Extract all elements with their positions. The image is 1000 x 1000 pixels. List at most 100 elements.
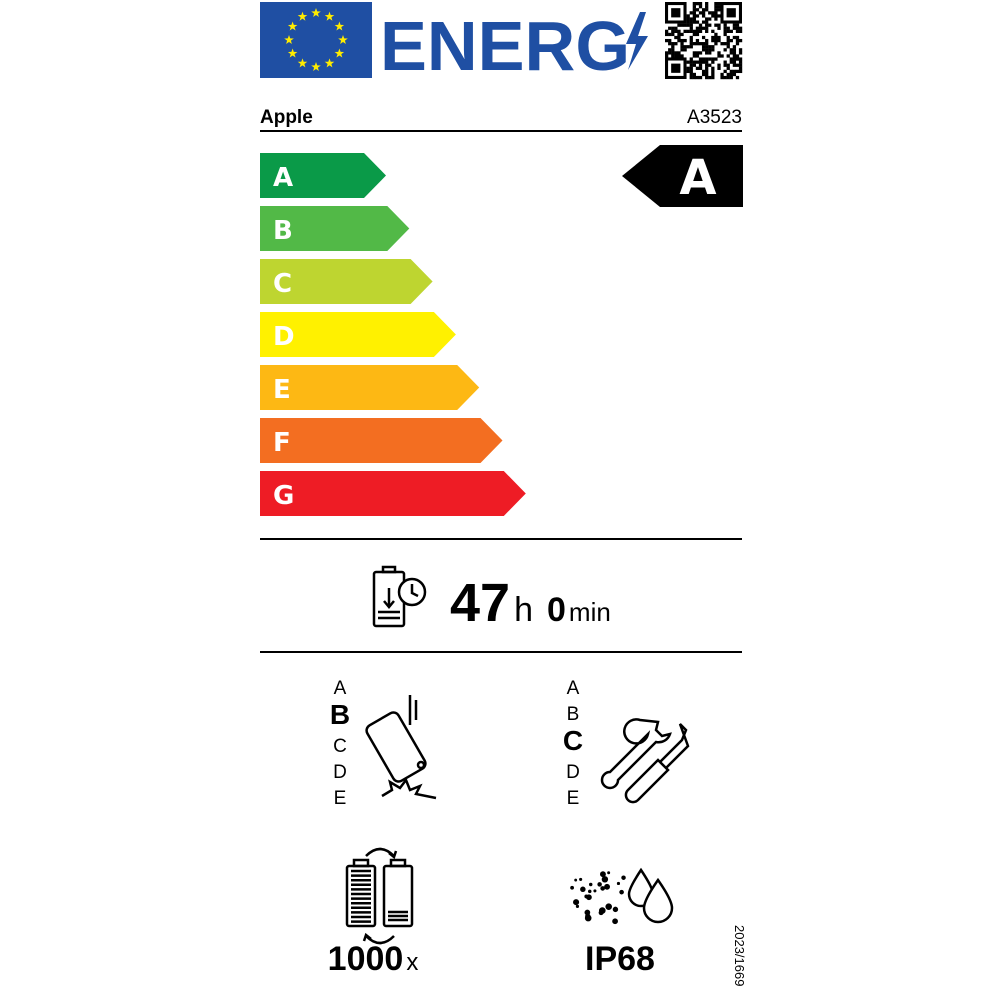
qr-cell: [711, 69, 715, 74]
qr-cell: [692, 17, 696, 21]
qr-cell: [726, 26, 730, 30]
qr-cell: [686, 23, 690, 27]
qr-cell: [695, 26, 700, 30]
qr-cell: [692, 14, 696, 18]
qr-cell: [683, 45, 687, 49]
dust-dot: [616, 881, 621, 886]
qr-cell: [714, 23, 718, 27]
minutes-unit: min: [569, 597, 611, 627]
qr-cell: [705, 26, 709, 30]
energy-class-letter: D: [273, 322, 295, 352]
qr-cell: [705, 5, 709, 9]
qr-cell: [698, 23, 703, 27]
qr-cell: [698, 11, 703, 15]
qr-cell: [671, 42, 675, 46]
qr-cell: [735, 35, 740, 40]
qr-cell: [683, 29, 687, 33]
qr-cell: [723, 75, 727, 80]
qr-cell: [665, 54, 669, 58]
star: [311, 8, 321, 17]
dust-dot: [619, 889, 624, 895]
energy-class-letter: B: [273, 216, 293, 246]
qr-cell: [689, 35, 693, 40]
energy-class-bar: [260, 365, 480, 410]
qr-cell: [692, 20, 696, 24]
endurance-icon: [372, 565, 427, 628]
qr-cell: [708, 51, 712, 55]
qr-cell: [717, 38, 721, 43]
qr-cell: [677, 54, 681, 58]
qr-cell: [680, 42, 684, 46]
qr-cell: [689, 69, 693, 74]
qr-cell: [726, 45, 730, 49]
dust-dot: [584, 914, 592, 922]
qr-cell: [732, 72, 737, 77]
qr-cell: [680, 32, 684, 37]
qr-cell: [671, 54, 675, 58]
qr-cell: [692, 72, 696, 77]
qr-cell: [677, 29, 681, 33]
cycles-value: 1000: [328, 940, 404, 978]
qr-cell: [701, 8, 706, 12]
qr-cell: [692, 51, 696, 55]
qr-cell: [738, 38, 743, 43]
qr-cell: [705, 57, 709, 61]
cycles-icon: [345, 847, 414, 945]
regulation: 2023/1669: [732, 925, 747, 986]
qr-cell: [714, 5, 718, 9]
energy-class-bar: [260, 206, 410, 251]
qr-cell: [729, 51, 733, 55]
dust-dot: [598, 910, 604, 916]
qr-cell: [668, 32, 672, 37]
star: [311, 62, 321, 71]
scale-letter: E: [334, 788, 347, 809]
qr-cell: [701, 57, 706, 61]
star: [324, 11, 335, 21]
qr-cell: [680, 45, 684, 49]
qr-cell: [705, 42, 709, 46]
qr-cell: [695, 20, 700, 24]
qr-cell: [701, 72, 706, 77]
qr-cell: [717, 26, 721, 30]
dust-dot: [589, 882, 593, 887]
qr-cell: [698, 5, 703, 9]
qr-cell: [692, 54, 696, 58]
qr-cell: [668, 26, 672, 30]
qr-cell: [705, 20, 709, 24]
qr-cell: [729, 48, 733, 52]
qr-cell: [701, 14, 706, 18]
qr-cell: [735, 26, 740, 30]
qr-cell: [689, 45, 693, 49]
qr-cell: [701, 69, 706, 74]
qr-cell: [714, 42, 718, 46]
energy-class-bar: [260, 153, 386, 198]
energy-class-letter: E: [273, 375, 291, 405]
qr-cell: [729, 69, 733, 74]
qr-cell: [686, 60, 690, 64]
energy-class-letter: C: [273, 269, 292, 299]
qr-cell: [735, 38, 740, 43]
qr-cell: [711, 11, 715, 15]
qr-cell: [665, 29, 669, 33]
scale-letter: C: [333, 736, 347, 757]
endurance: 47 h 0 min: [450, 573, 611, 633]
qr-cell: [717, 35, 721, 40]
qr-cell: [723, 63, 727, 67]
hours-unit: h: [514, 591, 533, 629]
qr-cell: [732, 26, 737, 30]
qr-cell: [729, 72, 733, 77]
qr-cell: [729, 60, 733, 64]
qr-cell: [671, 32, 675, 37]
qr-finder: [720, 1, 742, 24]
dust-dot: [605, 903, 612, 910]
qr-cell: [701, 60, 706, 64]
star: [324, 58, 335, 68]
dust-dot: [575, 904, 580, 908]
energy-class-bar: [260, 418, 503, 463]
dust-dot: [579, 877, 583, 881]
qr-cell: [705, 66, 709, 70]
qr-cell: [695, 14, 700, 18]
qr-cell: [735, 42, 740, 46]
qr-cell: [738, 57, 743, 61]
